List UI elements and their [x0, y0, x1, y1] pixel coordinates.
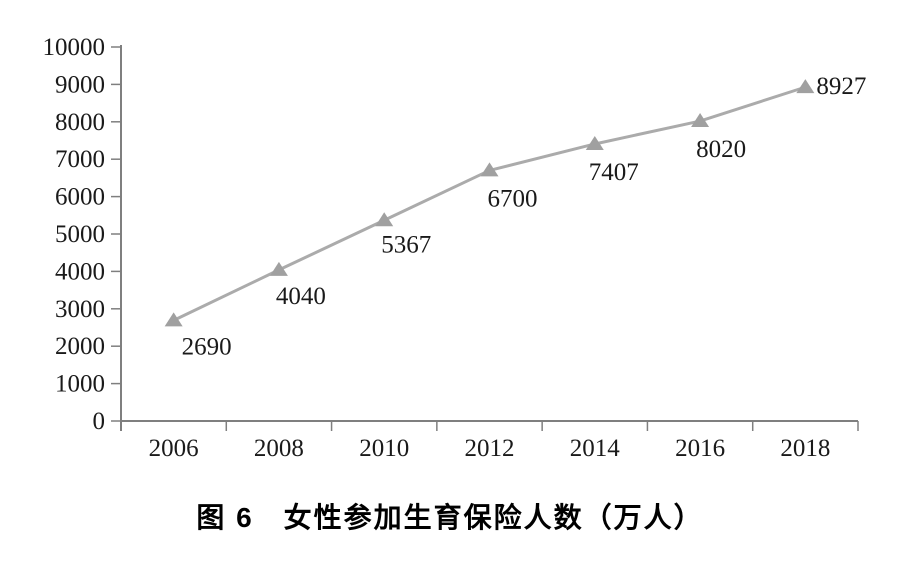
chart-title: 图 6 女性参加生育保险人数（万人） — [196, 502, 704, 533]
x-tick-label: 2008 — [254, 435, 304, 462]
data-point-marker — [585, 135, 604, 150]
data-point-label: 5367 — [381, 231, 431, 258]
x-tick-label: 2010 — [359, 435, 409, 462]
y-tick-label: 10000 — [43, 34, 106, 61]
y-tick-label: 1000 — [55, 371, 105, 398]
y-tick-label: 8000 — [55, 109, 105, 136]
x-tick-label: 2012 — [465, 435, 515, 462]
maternity-insurance-chart: 0 1000 2000 3000 4000 5000 6000 7000 8000 9000 100… — [43, 34, 867, 533]
data-point-marker — [269, 261, 288, 276]
x-tick-label: 2006 — [149, 435, 199, 462]
x-tick-label: 2018 — [780, 435, 830, 462]
x-tick-label: 2014 — [570, 435, 621, 462]
data-point-marker — [796, 79, 815, 94]
data-point-marker — [164, 312, 183, 327]
data-point-marker — [480, 162, 499, 177]
y-tick-label: 7000 — [55, 146, 105, 173]
y-tick-label: 9000 — [55, 71, 105, 98]
line-chart-canvas: 0 1000 2000 3000 4000 5000 6000 7000 8000 9000 100… — [43, 34, 867, 462]
y-tick-label: 3000 — [55, 296, 105, 323]
data-point-label: 6700 — [488, 185, 538, 212]
y-tick-label: 5000 — [55, 221, 105, 248]
data-point-label: 8927 — [816, 73, 866, 100]
data-point-label: 2690 — [182, 333, 232, 360]
data-point-label: 7407 — [589, 159, 639, 186]
y-tick-label: 0 — [93, 408, 106, 435]
data-point-marker — [691, 113, 710, 128]
y-tick-label: 4000 — [55, 258, 105, 285]
data-point-label: 8020 — [696, 136, 746, 163]
data-point-label: 4040 — [276, 283, 326, 310]
y-tick-label: 2000 — [55, 333, 105, 360]
y-tick-label: 6000 — [55, 184, 105, 211]
x-tick-label: 2016 — [675, 435, 725, 462]
data-point-marker — [375, 212, 394, 227]
